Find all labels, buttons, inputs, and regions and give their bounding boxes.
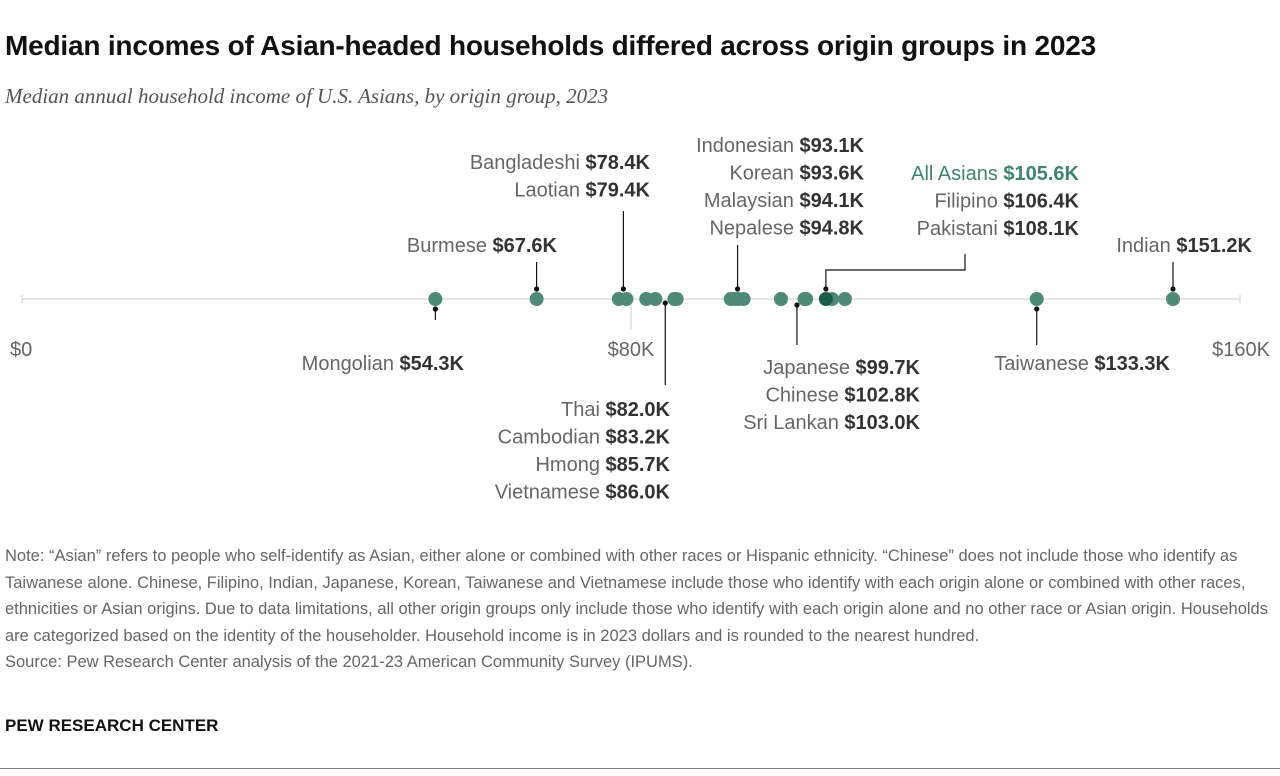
data-label-pakistani: Pakistani $108.1K [917,218,1080,240]
point-indian [1166,292,1181,306]
data-label-thai: Thai $82.0K [561,399,671,421]
data-label-value: $83.2K [606,427,671,449]
data-label-mongolian: Mongolian $54.3K [302,353,465,375]
data-label-value: $93.1K [800,135,865,157]
data-label-value: $79.4K [586,180,651,202]
leader-dot [662,300,668,306]
note-text: Note: “Asian” refers to people who self-… [5,547,1268,645]
data-label-name: Taiwanese [994,353,1094,375]
data-label-value: $133.3K [1094,353,1170,375]
data-label-value: $93.6K [800,163,865,185]
data-label-value: $102.8K [844,385,920,407]
data-label-value: $94.1K [800,190,865,212]
point-mongolian [428,292,443,306]
leader-dot [734,286,741,292]
leader-dot [432,306,438,312]
data-label-bangladeshi: Bangladeshi $78.4K [470,152,651,174]
point-vietnamese [669,292,684,306]
x-tick-label: $160K [1212,339,1270,361]
data-label-korean: Korean $93.6K [729,163,864,185]
data-label-name: All Asians [911,163,1003,185]
data-label-cambodian: Cambodian $83.2K [498,427,671,449]
x-tick-label: $0 [10,339,32,361]
data-label-value: $151.2K [1176,235,1252,257]
data-label-indonesian: Indonesian $93.1K [696,135,864,157]
data-label-value: $82.0K [606,399,671,421]
dot-plot-chart: $0 $80K $160K Mongolian $54.3K Burmese $67.… [10,135,1271,504]
leader-line [825,254,966,289]
axis-layer: $0 $80K $160K [10,295,1271,361]
data-label-name: Indonesian [696,135,799,157]
data-label-name: Nepalese [709,218,799,240]
leader-dot [1034,306,1040,312]
data-label-indian: Indian $151.2K [1116,235,1252,257]
data-label-chinese: Chinese $102.8K [765,385,920,407]
data-label-value: $67.6K [493,235,558,257]
data-label-japanese: Japanese $99.7K [763,357,920,379]
brand-logo-text: PEW RESEARCH CENTER [5,716,219,735]
data-label-value: $86.0K [606,482,671,504]
data-label-vietnamese: Vietnamese $86.0K [495,482,671,504]
data-points [428,292,1181,306]
point-burmese [529,292,544,306]
data-label-all-asians: All Asians $105.6K [911,163,1079,185]
data-label-name: Mongolian [302,353,400,375]
data-label-name: Vietnamese [495,482,606,504]
data-label-name: Filipino [934,191,1003,213]
point-pakistani [837,292,852,306]
data-label-value: $85.7K [606,454,671,476]
data-label-value: $103.0K [844,412,920,434]
data-label-value: $94.8K [800,218,865,240]
data-label-name: Korean [729,163,799,185]
data-label-name: Hmong [535,454,605,476]
x-tick-label: $80K [608,339,655,361]
point-all-asians [818,292,833,306]
data-label-name: Laotian [514,180,585,202]
data-label-value: $78.4K [586,152,651,174]
data-labels: Mongolian $54.3K Burmese $67.6K Bangladesh… [302,135,1253,504]
data-label-name: Chinese [765,385,844,407]
data-label-name: Pakistani [917,218,1004,240]
point-cambodian [648,292,663,306]
data-label-value: $99.7K [856,357,921,379]
data-label-value: $108.1K [1003,218,1079,240]
data-label-laotian: Laotian $79.4K [514,180,650,202]
leader-dot [534,286,540,292]
data-label-name: Japanese [763,357,855,379]
chart-subtitle: Median annual household income of U.S. A… [5,84,609,108]
chart-notes: Note: “Asian” refers to people who self-… [5,543,1270,676]
data-label-burmese: Burmese $67.6K [407,235,558,257]
source-text: Source: Pew Research Center analysis of … [5,653,693,671]
data-label-name: Cambodian [498,427,606,449]
chart-title: Median incomes of Asian-headed household… [5,30,1096,61]
data-label-nepalese: Nepalese $94.8K [709,218,864,240]
data-label-name: Thai [561,399,605,421]
data-label-name: Indian [1116,235,1176,257]
data-label-name: Malaysian [704,190,800,212]
leader-lines [432,211,1176,385]
data-label-filipino: Filipino $106.4K [934,191,1079,213]
point-sri-lankan [799,292,814,306]
data-label-malaysian: Malaysian $94.1K [704,190,865,212]
data-label-name: Burmese [407,235,493,257]
data-label-value: $105.6K [1003,163,1079,185]
leader-dot [823,286,829,292]
leader-dot [794,302,800,308]
data-label-value: $54.3K [400,353,465,375]
data-label-sri-lankan: Sri Lankan $103.0K [743,412,920,434]
leader-dot [620,286,626,292]
point-taiwanese [1029,292,1044,306]
leader-dot [1170,286,1176,292]
data-label-value: $106.4K [1003,191,1079,213]
data-label-name: Bangladeshi [470,152,586,174]
point-laotian [619,292,634,306]
data-label-hmong: Hmong $85.7K [535,454,670,476]
point-nepalese [736,292,751,306]
footer-divider [0,768,1280,769]
point-japanese [773,292,788,306]
data-label-name: Sri Lankan [743,412,844,434]
data-label-taiwanese: Taiwanese $133.3K [994,353,1170,375]
